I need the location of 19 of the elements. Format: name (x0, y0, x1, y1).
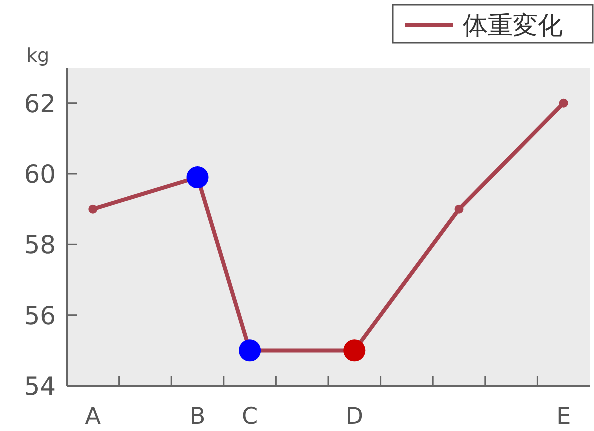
x-tick-label: C (242, 404, 258, 430)
y-tick-label: 58 (24, 230, 56, 260)
point (239, 340, 262, 362)
x-tick-label: E (556, 404, 572, 430)
x-tick-label: A (85, 404, 102, 430)
y-axis-title: kg (26, 45, 50, 67)
x-tick-label: B (190, 404, 206, 430)
x-tick-label: D (346, 404, 364, 430)
point (559, 98, 568, 108)
y-tick-label: 56 (24, 301, 56, 330)
point (344, 340, 366, 362)
point (454, 204, 464, 214)
point (186, 166, 209, 189)
y-tick-label: 62 (24, 89, 56, 118)
legend: 体重変化 (392, 4, 594, 44)
point (88, 204, 98, 214)
legend-label: 体重変化 (463, 11, 563, 40)
y-tick-label: 54 (24, 372, 56, 401)
y-tick-label: 60 (24, 160, 56, 189)
